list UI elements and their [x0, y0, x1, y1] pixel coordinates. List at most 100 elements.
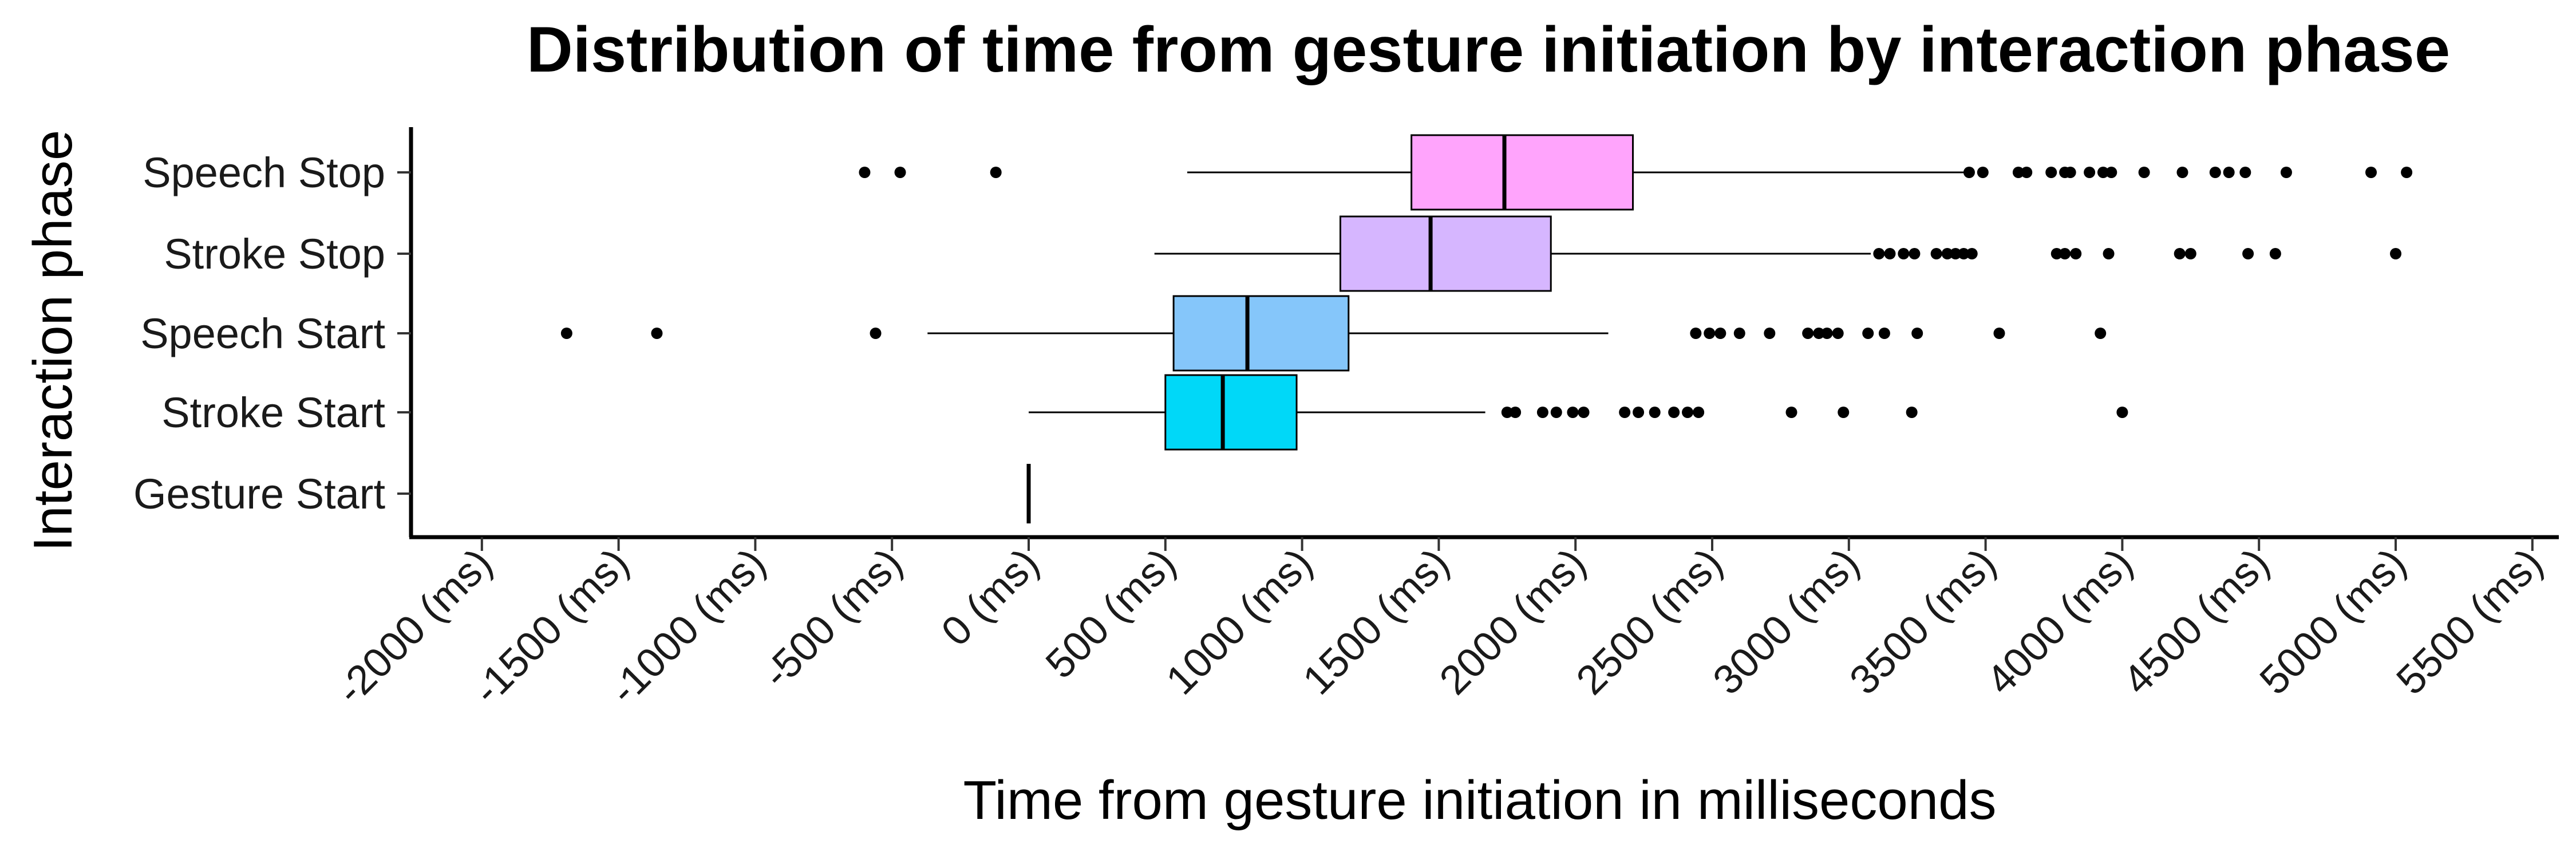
outlier-point [1578, 407, 1590, 418]
outlier-point [2059, 248, 2071, 259]
outlier-point [990, 167, 1002, 178]
y-axis-title: Interaction phase [22, 130, 84, 552]
x-tick-label: -500 (ms) [754, 540, 911, 697]
outlier-point [2401, 167, 2413, 178]
outlier-point [870, 328, 882, 339]
outlier-point [1668, 407, 1680, 418]
outlier-point [2184, 248, 2196, 259]
outlier-point [1510, 407, 1522, 418]
outlier-point [1873, 248, 1885, 259]
outlier-point [2095, 328, 2107, 339]
outlier-point [1550, 407, 1562, 418]
x-tick-label: 2000 (ms) [1431, 540, 1595, 704]
x-tick-label: 3500 (ms) [1841, 540, 2005, 704]
y-tick-label: Stroke Stop [164, 230, 385, 278]
iqr-box [1339, 215, 1552, 292]
outlier-point [859, 167, 871, 178]
outlier-point [1821, 328, 1833, 339]
outlier-point [1536, 407, 1548, 418]
outlier-point [2021, 167, 2033, 178]
x-tick-label: 0 (ms) [933, 540, 1048, 655]
x-tick-label: 500 (ms) [1037, 540, 1184, 687]
outlier-point [2365, 167, 2377, 178]
outlier-point [2050, 248, 2063, 259]
outlier-point [1802, 328, 1814, 339]
outlier-point [2103, 248, 2115, 259]
outlier-point [1714, 328, 1726, 339]
outlier-point [560, 328, 572, 339]
outlier-point [2105, 167, 2117, 178]
x-tick-label: 1000 (ms) [1157, 540, 1321, 704]
outlier-point [2012, 167, 2024, 178]
outlier-point [2223, 167, 2235, 178]
x-tick-label: 3000 (ms) [1704, 540, 1868, 704]
outlier-point [1862, 328, 1874, 339]
outlier-point [2070, 248, 2082, 259]
outlier-point [1898, 248, 1910, 259]
outlier-point [1682, 407, 1694, 418]
box-stroke-start [1029, 374, 2128, 451]
chart-title: Distribution of time from gesture initia… [527, 14, 2450, 85]
iqr-box [1164, 374, 1298, 451]
outlier-point [2242, 248, 2254, 259]
outlier-point [2097, 167, 2109, 178]
outlier-point [894, 167, 906, 178]
box-speech-start [560, 295, 2107, 372]
outlier-point [1911, 328, 1923, 339]
iqr-box [1411, 134, 1634, 211]
y-tick-label: Speech Stop [143, 149, 385, 196]
outlier-point [1838, 407, 1850, 418]
outlier-point [1832, 328, 1844, 339]
outlier-point [2138, 167, 2150, 178]
x-tick-label: 2500 (ms) [1568, 540, 1732, 704]
outlier-point [651, 328, 663, 339]
outlier-point [2174, 248, 2186, 259]
y-tick-label: Stroke Start [161, 389, 385, 436]
outlier-point [2084, 167, 2096, 178]
y-tick-label: Speech Start [140, 310, 385, 357]
outlier-point [2269, 248, 2281, 259]
outlier-point [1977, 167, 1989, 178]
outlier-point [1950, 248, 1962, 259]
outlier-point [1633, 407, 1645, 418]
outlier-point [1704, 328, 1716, 339]
outlier-point [1909, 248, 1921, 259]
box-stroke-stop [1154, 215, 2401, 292]
outlier-point [1930, 248, 1942, 259]
outlier-point [2390, 248, 2401, 259]
outlier-point [2209, 167, 2221, 178]
outlier-point [1993, 328, 2005, 339]
outlier-point [2280, 167, 2292, 178]
x-tick-label: 5000 (ms) [2251, 540, 2415, 704]
x-tick-label: 4000 (ms) [1978, 540, 2142, 704]
outlier-point [2239, 167, 2251, 178]
outlier-point [1693, 407, 1705, 418]
outlier-point [1649, 407, 1661, 418]
outlier-point [2045, 167, 2057, 178]
x-tick-label: 5500 (ms) [2388, 540, 2551, 704]
outlier-point [1619, 407, 1631, 418]
outlier-point [2064, 167, 2076, 178]
outlier-point [1958, 248, 1970, 259]
x-tick-label: 1500 (ms) [1294, 540, 1458, 704]
outlier-point [1567, 407, 1579, 418]
outlier-point [1963, 167, 1975, 178]
x-tick-label: 4500 (ms) [2115, 540, 2278, 704]
outlier-point [1733, 328, 1745, 339]
outlier-point [1878, 328, 1890, 339]
iqr-box [1172, 295, 1350, 372]
outlier-point [1884, 248, 1896, 259]
outlier-point [1501, 407, 1513, 418]
x-axis-title: Time from gesture initiation in millisec… [963, 770, 1996, 831]
box-speech-stop [859, 134, 2413, 211]
outlier-point [1785, 407, 1797, 418]
outlier-point [2116, 407, 2128, 418]
outlier-point [1690, 328, 1702, 339]
outlier-point [2176, 167, 2188, 178]
outlier-point [1906, 407, 1918, 418]
outlier-point [1941, 248, 1953, 259]
y-tick-label: Gesture Start [133, 470, 386, 518]
outlier-point [1813, 328, 1825, 339]
outlier-point [1764, 328, 1776, 339]
